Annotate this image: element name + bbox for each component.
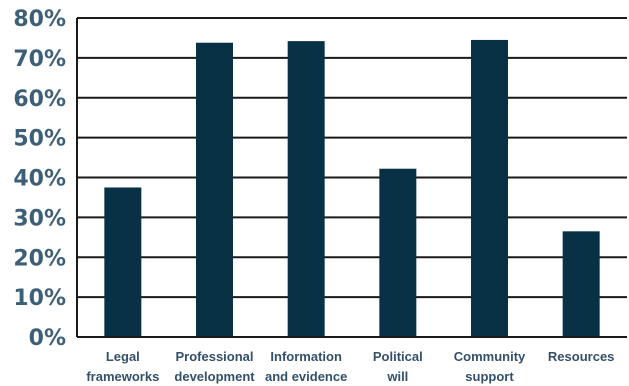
bar	[379, 168, 417, 337]
y-tick-label: 20%	[13, 246, 66, 271]
y-tick-label: 50%	[13, 127, 66, 152]
bar	[471, 39, 508, 338]
x-category-label: Political will	[373, 349, 423, 384]
x-category-label: Legal frameworks	[86, 349, 159, 384]
x-axis-category-labels: Legal frameworks Professional development In…	[86, 349, 614, 384]
x-category-label: Professional development	[174, 349, 255, 384]
bars	[104, 39, 600, 338]
y-tick-label: 30%	[13, 206, 66, 231]
x-category-label: Resources	[548, 349, 614, 364]
x-category-label: Information and evidence	[265, 349, 347, 384]
y-axis-tick-labels: 0% 10% 20% 30% 40% 50% 60% 70% 80%	[13, 7, 66, 351]
bar	[196, 42, 233, 337]
y-tick-label: 60%	[13, 87, 66, 112]
x-category-label: Community support	[454, 349, 526, 384]
bar	[104, 187, 142, 337]
bar	[562, 231, 600, 337]
y-tick-label: 80%	[13, 7, 66, 32]
y-tick-label: 40%	[13, 167, 66, 192]
y-tick-label: 70%	[13, 47, 66, 72]
y-tick-label: 0%	[29, 326, 66, 351]
y-tick-label: 10%	[13, 286, 66, 311]
bar	[287, 41, 325, 337]
gridlines	[77, 17, 627, 299]
